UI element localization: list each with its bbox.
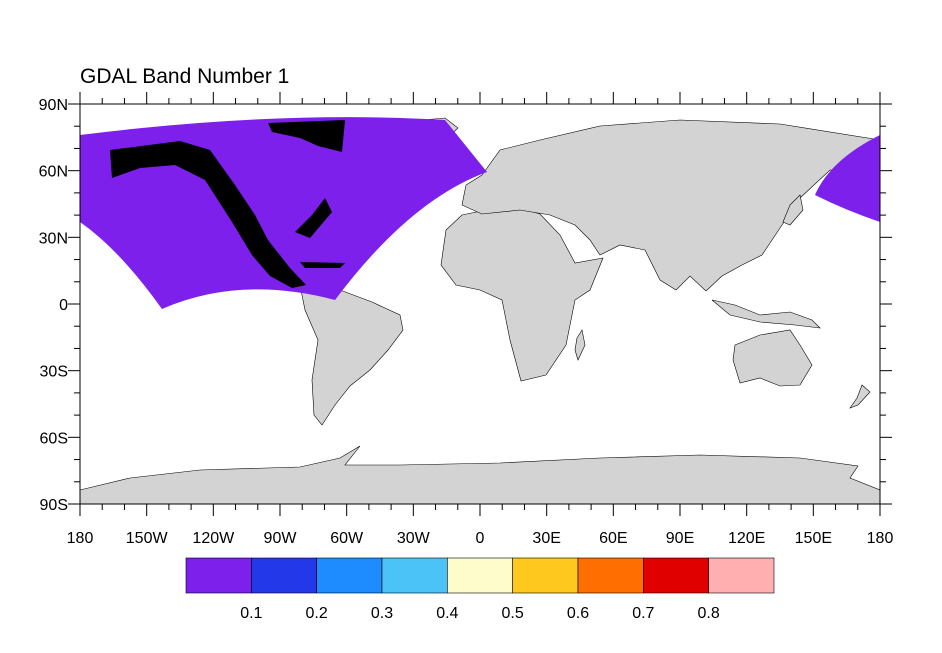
land-eurasia (461, 119, 881, 292)
data-patch-appalachian (295, 198, 332, 238)
colorbar-label: 0.2 (306, 605, 328, 622)
colorbar-box (381, 557, 448, 594)
colorbar-label: 0.1 (240, 605, 262, 622)
land-indonesia (711, 299, 821, 329)
y-tick-label: 90N (39, 97, 68, 114)
colorbar-label: 0.5 (502, 605, 524, 622)
colorbar-box (708, 557, 775, 594)
colorbar-label: 0.6 (567, 605, 589, 622)
land-new-zealand (849, 384, 871, 409)
land-africa (440, 204, 604, 382)
colorbar-box (251, 557, 317, 594)
y-tick-label: 30N (39, 230, 68, 247)
colorbar-label: 0.7 (632, 605, 654, 622)
plot-title: GDAL Band Number 1 (80, 65, 289, 88)
y-tick-label: 60S (40, 430, 68, 447)
land-south-america (299, 284, 404, 426)
colorbar-box (577, 557, 644, 594)
x-tick-label: 180 (67, 530, 94, 547)
x-tick-label: 150E (795, 530, 832, 547)
colorbar-label: 0.3 (371, 605, 393, 622)
colorbar-box (447, 557, 513, 594)
x-tick-label: 180 (867, 530, 894, 547)
colorbar-label: 0.4 (436, 605, 458, 622)
colorbar-box (316, 557, 383, 594)
colorbar-box (185, 557, 252, 594)
data-patch-arctic (268, 120, 345, 152)
data-patch-caribbean (300, 262, 345, 268)
x-tick-label: 90E (666, 530, 694, 547)
x-tick-label: 60W (330, 530, 364, 547)
colorbar: 0.1 0.2 0.3 0.4 0.5 0.6 0.7 0.8 (185, 557, 775, 622)
x-tick-label: 30W (397, 530, 431, 547)
data-patch-rockies (110, 141, 306, 288)
land-japan (782, 194, 804, 226)
x-axis-labels: 180 150W 120W 90W 60W 30W 0 30E 60E 90E 120E 150E 18… (67, 530, 894, 547)
land-madagascar (574, 329, 586, 361)
y-tick-label: 30S (40, 364, 68, 381)
y-tick-label: 60N (39, 164, 68, 181)
colorbar-box (512, 557, 579, 594)
axis-ticks (68, 92, 892, 516)
y-tick-label: 90S (40, 497, 68, 514)
y-axis-labels: 90N 60N 30N 0 30S 60S 90S (39, 97, 68, 514)
x-tick-label: 150W (126, 530, 169, 547)
y-tick-label: 0 (59, 297, 68, 314)
land-australia (732, 329, 813, 387)
map-area (79, 103, 881, 505)
data-region-band1-wrap (815, 135, 880, 222)
x-tick-label: 90W (264, 530, 298, 547)
x-tick-label: 120E (728, 530, 765, 547)
x-tick-label: 60E (599, 530, 627, 547)
x-tick-label: 120W (192, 530, 235, 547)
x-tick-label: 0 (476, 530, 485, 547)
x-tick-label: 30E (532, 530, 560, 547)
colorbar-box (643, 557, 709, 594)
colorbar-label: 0.8 (698, 605, 720, 622)
